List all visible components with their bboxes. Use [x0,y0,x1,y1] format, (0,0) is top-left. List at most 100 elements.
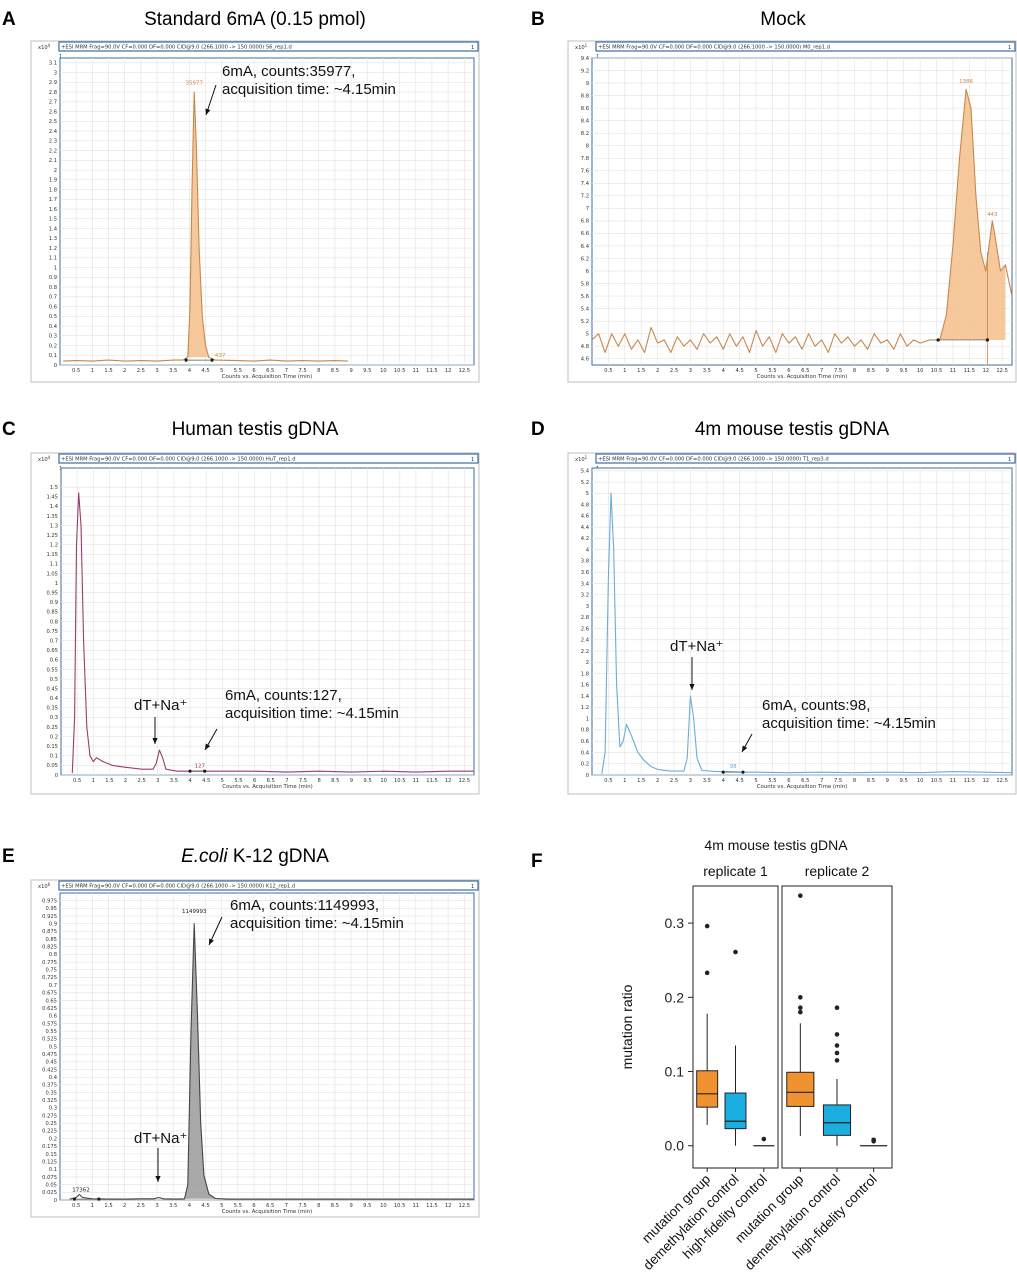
x-tick-label: 6.5 [266,1203,274,1209]
y-tick-label: 0.6 [49,304,57,310]
x-tick-label: 11.5 [426,368,438,374]
y-tick-label: 0.075 [42,1175,57,1181]
right-mark: 1 [471,884,474,890]
annotation-text: 6mA, counts:98, [762,697,870,714]
x-tick-label: 0.5 [72,1203,80,1209]
y-tick-label: 0.8 [50,619,58,625]
x-axis-label: Counts vs. Acquisition Time (min) [222,1209,312,1215]
x-tick-label: 5 [754,778,757,784]
x-tick-label: 11 [950,368,957,374]
y-tick-label: 1.05 [46,571,58,577]
y-tick-label: 0.3 [50,715,58,721]
panel-letter: F [531,851,543,872]
chromatogram-trace [592,88,1012,354]
x-tick-label: 1 [623,368,626,374]
x-tick-label: 1.5 [637,778,645,784]
y-tick-label: 0.85 [46,610,58,616]
y-tick-label: 0.45 [46,686,58,692]
chromatogram-trace [63,91,348,362]
y-tick-label: 1 [586,716,589,722]
x-tick-label: 3.5 [169,1203,177,1209]
x-tick-label: 10.5 [394,368,406,374]
y-tick-label: 1.8 [49,187,57,193]
y-tick-label: 0 [55,773,58,779]
y-tick-label: 4.8 [581,502,589,508]
x-tick-label: 8 [317,368,320,374]
panel-letter: A [2,9,16,30]
y-tick-label: 0.2 [665,989,685,1005]
y-tick-label: 2.2 [581,649,589,655]
y-tick-label: 1.1 [50,562,58,568]
x-tick-label: 9 [349,368,352,374]
y-tick-label: 0.4 [581,750,590,756]
panel-letter: B [531,9,545,30]
panel-f: F 4m mouse testis gDNA 0.0 0.1 0.2 0.3 mutatio… [531,837,893,1273]
y-tick-label: 0.6 [581,739,589,745]
y-tick-label: 0.375 [42,1083,57,1089]
x-tick-label: 10.5 [394,778,406,784]
x-tick-label: 6.5 [266,368,274,374]
y-tick-label: 2.1 [49,158,57,164]
chromatogram-trace [71,492,474,774]
dt-na-arrow-head [152,738,158,744]
y-tick-label: 9.2 [581,68,589,74]
panel-d: D 4m mouse testis gDNA +ESI MRM Frag=90.0V… [531,419,1017,795]
y-tick-label: 8.4 [581,118,590,124]
outlier-point [704,970,710,976]
x-tick-label: 2.5 [670,368,678,374]
outlier-point [761,1136,767,1142]
y-tick-label: 0.5 [49,1044,57,1050]
x-tick-label: 6 [252,1203,255,1209]
chart-header: +ESI MRM Frag=90.0V CF=0.000 DF=0.000 CI… [61,884,295,890]
title-text: Human testis gDNA [172,419,339,440]
y-tick-label: 0.75 [46,629,58,635]
y-tick-label: 5.2 [581,480,589,486]
x-tick-label: 7.5 [834,778,842,784]
x-tick-label: 8.5 [331,368,339,374]
y-tick-label: 2.8 [581,615,589,621]
x-tick-label: 8.5 [331,778,339,784]
y-tick-label: 4.2 [581,536,589,542]
x-tick-label: 3 [689,778,692,784]
dt-na-arrow-head [155,1176,161,1182]
y-tick-label: 0.05 [45,1182,57,1188]
x-tick-label: 11 [950,778,957,784]
panel-e: E E.coli K-12 gDNA +ESI MRM Frag=90.0V CF=… [2,846,480,1218]
y-tick-label: 0.8 [581,728,589,734]
trace-group [592,88,1012,365]
x-tick-label: 7 [285,1203,288,1209]
x-tick-label: 10.5 [394,1203,406,1209]
x-tick-label: 12.5 [459,778,471,784]
y-tick-label: 3.6 [581,570,589,576]
y-tick-label: 0.825 [42,945,57,951]
y-tick-label: 0.45 [45,1060,57,1066]
y-tick-label: 1.5 [50,485,58,491]
x-tick-label: 2 [656,778,659,784]
y-tick-label: 0.15 [46,744,58,750]
y-tick-label: 7 [586,206,589,212]
peak-label: 437 [215,353,226,359]
box-body [822,1104,852,1136]
dt-na-label: dT+Na⁺ [134,697,187,714]
y-tick-label: 4.4 [581,525,590,531]
y-tick-label: 0.4 [50,696,59,702]
y-tick-label: 0.4 [49,1075,58,1081]
annotation-arrow-head [209,938,214,945]
peak-label: 1149993 [182,909,207,915]
annotation-text: 6mA, counts:35977, [222,63,355,80]
title-text: 4m mouse testis gDNA [695,419,890,440]
annotation-arrow-head [205,108,211,115]
x-tick-label: 11.5 [426,778,438,784]
y-tick-label: 2.5 [49,119,57,125]
y-tick-label: 0.525 [42,1037,57,1043]
y-tick-label: 0.15 [45,1152,57,1158]
y-tick-label: 0.3 [665,915,685,931]
x-tick-label: 2.5 [137,1203,145,1209]
x-tick-label: 2 [656,368,659,374]
annotation-text: 6mA, counts:127, [225,687,342,704]
left-mark: 1 [59,54,62,60]
x-tick-label: 5 [221,778,224,784]
right-mark: 1 [1008,45,1011,51]
x-tick-label: 5 [220,368,223,374]
x-tick-label: 7.5 [299,778,307,784]
